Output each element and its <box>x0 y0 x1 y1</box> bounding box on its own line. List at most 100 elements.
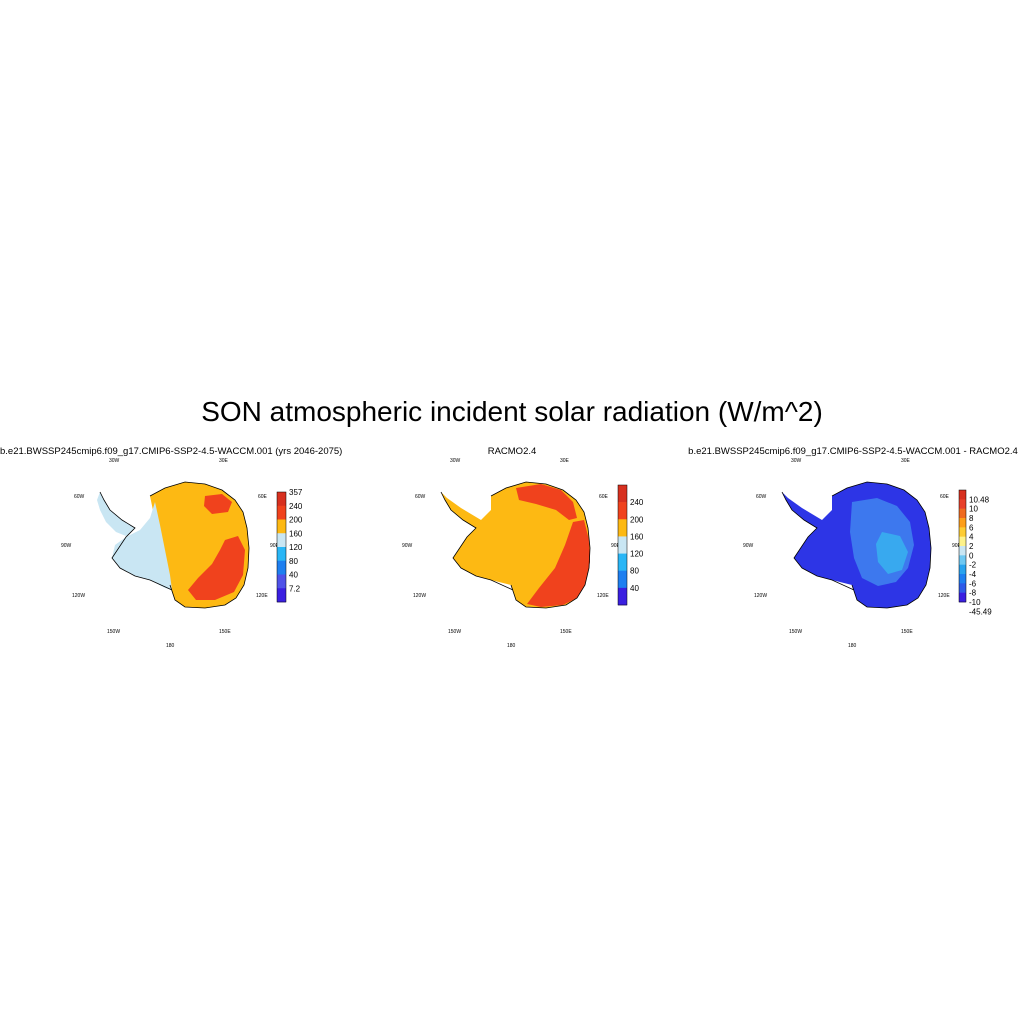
colorbar-swatch <box>959 518 966 528</box>
map-svg: 30W 30E 60W 60E 90W 90E 120W 120E 150W 1… <box>402 458 644 649</box>
map-svg: 30W 30E 60W 60E 90W 90E 120W 120E 150W 1… <box>743 458 992 649</box>
colorbar: 357 240 200 160 120 80 40 7.2 <box>276 488 303 603</box>
colorbar-swatch <box>618 553 627 572</box>
map-svg: 30W 30E 60W 60E 90W 90E 120W 120E 150W 1… <box>61 458 303 649</box>
lon-label: 60W <box>756 494 767 500</box>
lon-label: 150E <box>219 629 231 635</box>
colorbar-tick-label: 10.48 <box>969 495 990 504</box>
lon-label: 60E <box>258 494 268 500</box>
lon-label: 120W <box>72 593 85 599</box>
lon-label: 60W <box>415 494 426 500</box>
region-high-east-2 <box>188 536 245 600</box>
colorbar-swatch <box>959 536 966 547</box>
colorbar-swatch <box>277 533 286 548</box>
colorbar-swatch <box>618 519 627 537</box>
colorbar-frame <box>617 484 628 606</box>
lon-label: 30E <box>901 458 911 464</box>
colorbar-tick-label: 160 <box>289 529 303 538</box>
longitude-labels: 30W 30E 60W 60E 90W 90E 120W 120E 150W 1… <box>402 458 621 649</box>
lon-label: 90E <box>611 543 621 549</box>
colorbar-tick-label: 7.2 <box>289 584 301 593</box>
colorbar-swatch <box>277 519 286 534</box>
lon-label: 90E <box>270 543 280 549</box>
antarctica-map <box>97 481 250 609</box>
colorbar-swatch <box>959 574 966 584</box>
colorbar-tick-label: -6 <box>969 579 977 588</box>
colorbar-tick-label: 40 <box>630 584 639 593</box>
colorbar-swatch <box>277 560 286 575</box>
colorbar-swatch <box>959 490 966 500</box>
colorbar-tick-label: 10 <box>969 505 978 514</box>
lon-label: 120E <box>938 593 950 599</box>
region-sector-west <box>112 502 172 590</box>
colorbar-tick-label: 200 <box>630 515 644 524</box>
colorbar-tick-label: -8 <box>969 589 977 598</box>
coastline <box>99 481 250 609</box>
colorbar-swatch <box>618 485 627 503</box>
panel-title: RACMO2.4 <box>487 446 537 457</box>
colorbar-swatch <box>959 546 966 556</box>
region-high-east-1 <box>204 494 232 514</box>
region-high-east-2 <box>527 520 590 607</box>
panel-title: b.e21.BWSSP245cmip6.f09_g17.CMIP6-SSP2-4… <box>688 446 1018 457</box>
panel-difference: b.e21.BWSSP245cmip6.f09_g17.CMIP6-SSP2-4… <box>682 440 1024 660</box>
colorbar-tick-label: 357 <box>289 488 303 497</box>
colorbar-tick-label: 120 <box>630 550 644 559</box>
lon-label: 90E <box>952 543 962 549</box>
colorbar-swatch <box>959 555 966 565</box>
colorbar-swatch <box>618 502 627 520</box>
colorbar-tick-label: 120 <box>289 543 303 552</box>
lon-label: 150E <box>901 629 913 635</box>
colorbar-tick-label: 240 <box>289 502 303 511</box>
lon-label: 180 <box>848 643 857 649</box>
colorbar-tick-label: -4 <box>969 570 977 579</box>
colorbar-tick-label: 160 <box>630 532 644 541</box>
lon-label: 30W <box>791 458 802 464</box>
lon-label: 120E <box>597 593 609 599</box>
lon-label: 30W <box>109 458 120 464</box>
colorbar-swatch <box>277 574 286 589</box>
lon-label: 180 <box>507 643 516 649</box>
longitude-labels: 30W 30E 60W 60E 90W 90E 120W 120E 150W 1… <box>61 458 280 649</box>
lon-label: 90W <box>61 543 72 549</box>
colorbar-tick-label: 240 <box>630 498 644 507</box>
lon-label: 120W <box>754 593 767 599</box>
lon-label: 60W <box>74 494 85 500</box>
colorbar-tick-label: 200 <box>289 516 303 525</box>
colorbar-tick-label: 2 <box>969 542 974 551</box>
colorbar-swatch <box>959 499 966 509</box>
colorbar-swatch <box>959 527 966 537</box>
lon-label: 180 <box>166 643 175 649</box>
colorbar-swatch <box>277 547 286 562</box>
colorbar-swatch <box>277 492 286 507</box>
colorbar-swatch <box>277 588 286 603</box>
colorbar-swatch <box>618 570 627 589</box>
lon-label: 90W <box>402 543 413 549</box>
antarctica-map <box>781 481 932 609</box>
colorbar-tick-label: 6 <box>969 523 974 532</box>
lon-label: 120E <box>256 593 268 599</box>
colorbar-tick-label: 4 <box>969 533 974 542</box>
region-high-east-1 <box>516 484 577 520</box>
colorbar-swatch <box>959 508 966 519</box>
colorbar-tick-label: 8 <box>969 514 974 523</box>
colorbar-swatch <box>959 583 966 593</box>
lon-label: 60E <box>940 494 950 500</box>
colorbar-swatch <box>618 587 627 606</box>
colorbar-swatch <box>959 564 966 575</box>
panel-title: b.e21.BWSSP245cmip6.f09_g17.CMIP6-SSP2-4… <box>0 446 343 457</box>
panel-model: b.e21.BWSSP245cmip6.f09_g17.CMIP6-SSP2-4… <box>0 440 342 660</box>
colorbar-tick-label: -10 <box>969 598 981 607</box>
lon-label: 150W <box>448 629 461 635</box>
colorbar-tick-label: 0 <box>969 551 974 560</box>
colorbar-tick-label: 80 <box>289 557 298 566</box>
longitude-labels: 30W 30E 60W 60E 90W 90E 120W 120E 150W 1… <box>743 458 962 649</box>
lon-label: 150E <box>560 629 572 635</box>
lon-label: 150W <box>107 629 120 635</box>
lon-label: 30W <box>450 458 461 464</box>
coastline <box>440 481 591 609</box>
colorbar-swatch <box>959 592 966 603</box>
colorbar-swatch <box>618 536 627 554</box>
colorbar-tick-label: 80 <box>630 567 639 576</box>
